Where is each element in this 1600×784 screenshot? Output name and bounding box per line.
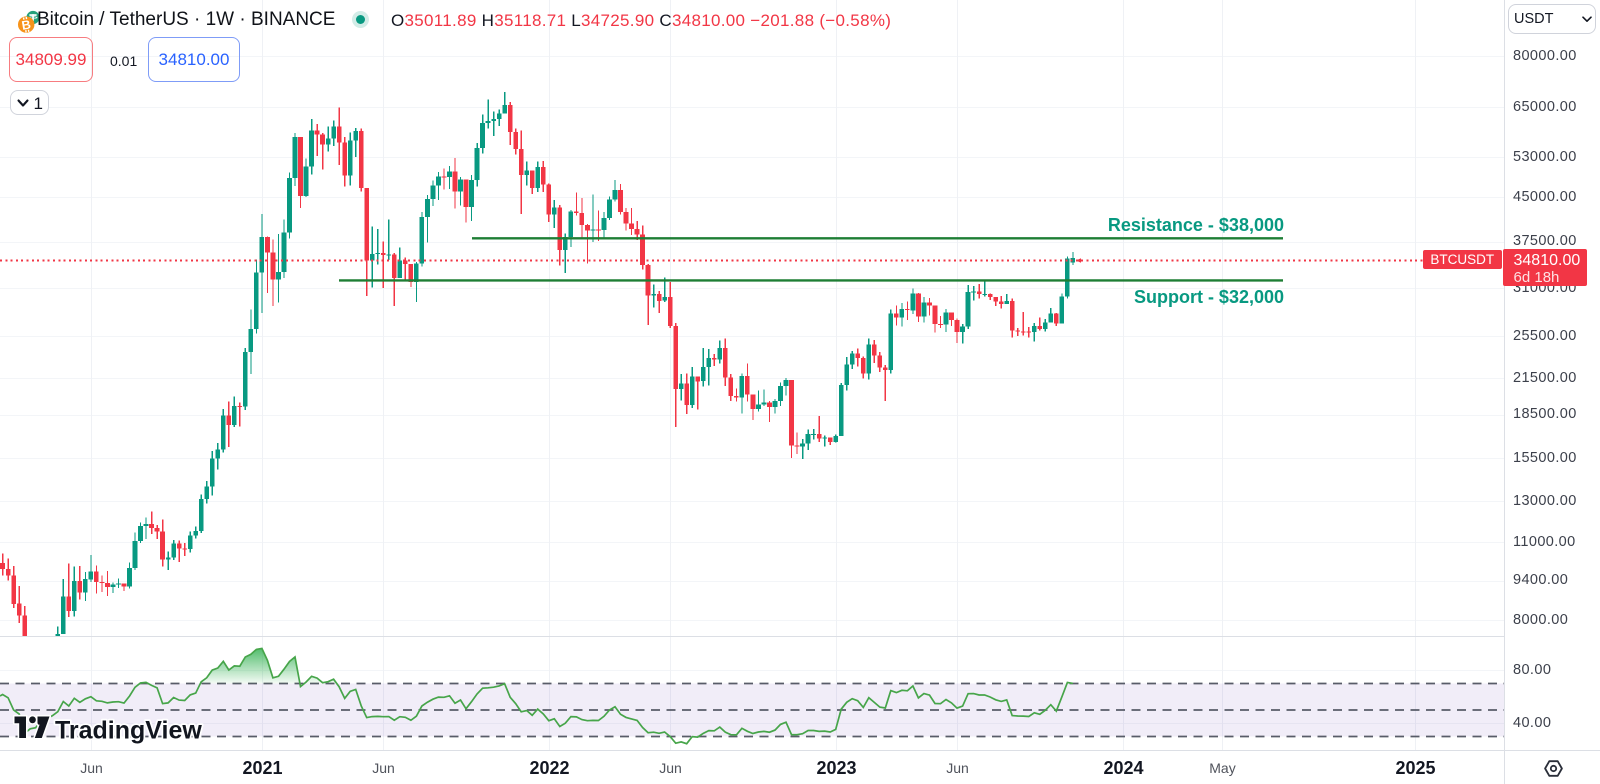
svg-text:TradingView: TradingView [55,717,202,745]
svg-text:B: B [21,18,32,33]
